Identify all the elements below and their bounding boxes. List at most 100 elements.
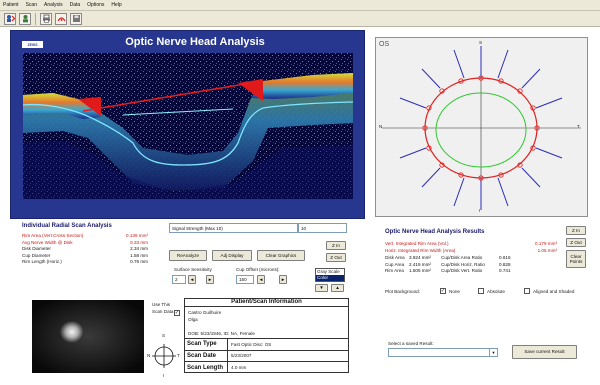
color-down-button[interactable]: ▼ (315, 284, 328, 292)
reanalyze-button[interactable]: ReAnalyze (169, 250, 207, 261)
menu-data[interactable]: Data (69, 2, 81, 8)
bg-none-checkbox[interactable]: ✓ (440, 288, 446, 294)
results-zoom-in-button[interactable]: Z In (566, 226, 586, 235)
saved-result-label: Select a saved Result: (388, 341, 434, 346)
surface-sensitivity-field[interactable]: 2 (172, 275, 186, 284)
result-value: 2.419 mm² (409, 261, 431, 267)
disk-icon[interactable] (70, 12, 82, 25)
result-label: Horiz. Integrated Rim Width (Area) (385, 247, 456, 253)
fundus-thumbnail[interactable] (32, 300, 144, 373)
result-label: Cup/Disk Area Ratio (441, 255, 483, 260)
radial-scan-plot[interactable] (376, 38, 587, 216)
result-value: 0.828 (499, 261, 511, 267)
surface-sensitivity-value: 2 (175, 277, 178, 282)
compass-i: I (163, 373, 165, 378)
scan-length-row: Scan Length 4.0 mm (184, 362, 349, 373)
oct-scan-image[interactable] (23, 53, 353, 199)
plot-label-n: N (379, 124, 383, 129)
radial-row-rim-area: Rim Area (Vert.Cross Section) 0.136 mm² (22, 233, 148, 240)
use-scan-checkbox[interactable]: ✓ (174, 310, 180, 316)
result-row-rim: Rim Area 1.505 mm² Cup/Disk Vert. Ratio … (385, 268, 565, 275)
plot-label-i: I (479, 208, 481, 213)
result-label: Rim Area (385, 268, 404, 274)
cup-offset-value: 150 (239, 277, 247, 282)
results-integrated: Vert. Integrated Rim Area (Vol.) 0.179 m… (385, 241, 557, 254)
color-option-grayscale[interactable]: Gray Scale (317, 269, 340, 274)
menu-options[interactable]: Options (87, 2, 105, 8)
result-value: 0.179 mm³ (535, 241, 557, 246)
user-icon[interactable] (19, 12, 31, 25)
scan-date-row: Scan Date 5/23/2007 (184, 350, 349, 362)
signal-strength-value: 10 (298, 223, 347, 233)
patient-info-panel (184, 298, 349, 373)
scan-date-value: 5/23/2007 (231, 353, 252, 359)
menu-patient[interactable]: Patient (3, 2, 19, 8)
clear-points-button[interactable]: Clear Points (566, 250, 586, 268)
zoom-in-button[interactable]: Z In (326, 241, 346, 250)
scan-type-value: Fast Optic Disc: OS (231, 341, 272, 347)
cup-offset-field[interactable]: 150 (236, 275, 254, 284)
color-mode-list[interactable]: Gray Scale Color (315, 268, 345, 282)
use-scan-label: Use This Scan Data (152, 302, 174, 314)
surface-sensitivity-label: Surface Sensitivity (174, 267, 212, 272)
scan-info-table: Scan Type Fast Optic Disc: OS Scan Date … (184, 338, 349, 373)
results-area-table: Disk Area 3.924 mm² Cup/Disk Area Ratio … (385, 255, 565, 275)
result-label: Cup/Disk Vert. Ratio (441, 268, 483, 274)
color-option-color[interactable]: Color (316, 275, 344, 281)
radial-row-disk-diameter: Disk Diameter 2.34 mm (22, 246, 148, 253)
result-value: 1.505 mm² (409, 268, 431, 274)
radial-row-value: 0.136 mm² (126, 233, 148, 238)
zeiss-logo: ZEISS (22, 41, 43, 48)
orientation-compass-icon (152, 344, 176, 368)
scan-icon[interactable] (55, 12, 67, 25)
chevron-down-icon[interactable]: ▼ (489, 349, 497, 356)
menu-analysis[interactable]: Analysis (43, 2, 63, 8)
patient-icon[interactable] (4, 12, 16, 25)
signal-strength-text: Signal Strength (Max 10) (172, 225, 223, 231)
radial-row-value: 0.33 mm (130, 239, 148, 245)
radial-row-label: Cup Diameter (22, 252, 51, 258)
patient-first-name: Olga (188, 317, 198, 322)
menu-help[interactable]: Help (111, 2, 122, 8)
result-row-disk: Disk Area 3.924 mm² Cup/Disk Area Ratio … (385, 255, 565, 262)
toolbar (0, 11, 600, 27)
result-label: Cup Area (385, 261, 405, 267)
cup-offset-label: Cup Offset (microns): (236, 267, 280, 272)
print-icon[interactable] (40, 12, 52, 25)
scan-length-value: 4.0 mm (231, 365, 247, 370)
results-title: Optic Nerve Head Analysis Results (385, 229, 485, 235)
menu-scan[interactable]: Scan (25, 2, 37, 8)
result-value: 3.924 mm² (409, 255, 431, 260)
scan-type-label: Scan Type (184, 339, 228, 350)
result-label: Cup/Disk Horiz. Ratio (441, 261, 485, 267)
radial-analysis-title: Individual Radial Scan Analysis (22, 223, 112, 229)
bg-aligned-checkbox[interactable] (524, 288, 530, 294)
plot-background-label: Plot Background: (385, 289, 420, 294)
adj-display-button[interactable]: Adj Display (212, 250, 252, 261)
result-label: Vert. Integrated Rim Area (Vol.) (385, 241, 449, 246)
surface-decrease-button[interactable]: ◄ (188, 275, 196, 284)
saved-result-select[interactable]: ▼ (388, 348, 498, 357)
radial-row-label: Disk Diameter (22, 246, 51, 252)
results-zoom-out-button[interactable]: Z Out (566, 238, 586, 247)
compass-s: S (162, 333, 166, 338)
compass-t: T (177, 353, 180, 358)
clear-graphics-button[interactable]: Clear Graphics (257, 250, 305, 261)
surface-increase-button[interactable]: ► (206, 275, 214, 284)
radial-row-nerve-width: Avg Nerve Width @ Disk 0.33 mm (22, 240, 148, 247)
patient-dob: DOB: 5/23/1946, ID: NA, Female (188, 331, 255, 336)
save-result-button[interactable]: Save current Result (512, 345, 577, 359)
bg-absolute-label: Absolute (487, 289, 505, 294)
bg-absolute-checkbox[interactable] (478, 288, 484, 294)
result-row-cup: Cup Area 2.419 mm² Cup/Disk Horiz. Ratio… (385, 262, 565, 269)
bg-aligned-label: Aligned and Shaded (533, 289, 575, 294)
cup-increase-button[interactable]: ► (279, 275, 287, 284)
color-up-button[interactable]: ▲ (331, 284, 344, 292)
result-value: 1.05 mm² (537, 247, 557, 253)
radial-row-rim-length: Rim Length (Horiz.) 0.76 mm (22, 259, 148, 266)
bg-none-label: None (449, 289, 460, 294)
cup-decrease-button[interactable]: ◄ (257, 275, 265, 284)
zoom-out-button[interactable]: Z Out (326, 253, 346, 262)
plot-label-t: T (577, 124, 580, 129)
result-label: Disk Area (385, 255, 405, 260)
